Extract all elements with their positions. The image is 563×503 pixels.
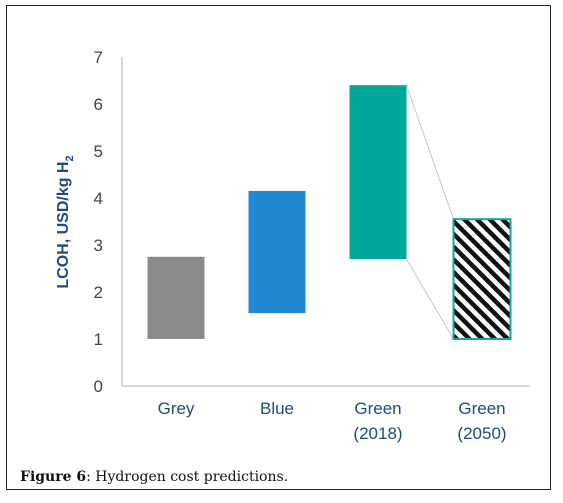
y-axis-label: LCOH, USD/kg H2 — [55, 155, 76, 288]
y-tick-label: 5 — [94, 142, 103, 161]
bars — [147, 85, 512, 340]
figure-caption: Figure 6: Hydrogen cost predictions. — [20, 469, 288, 485]
y-tick-labels: 0 1 2 3 4 5 6 7 — [94, 48, 103, 396]
category-labels: Grey Blue Green (2018) Green (2050) — [158, 399, 507, 443]
connector-line-top — [406, 85, 454, 220]
bar-range — [452, 218, 512, 340]
category-label: Grey — [158, 399, 195, 418]
y-tick-label: 2 — [94, 283, 103, 302]
figure-caption-label: Figure 6 — [20, 469, 87, 485]
y-tick-label: 4 — [94, 189, 103, 208]
bar-range — [147, 256, 205, 339]
y-tick-label: 6 — [94, 95, 103, 114]
category-label: Green (2050) — [457, 399, 506, 443]
connector-lines — [406, 85, 454, 340]
bar-range — [248, 190, 306, 314]
category-label: Green (2018) — [353, 399, 402, 443]
y-tick-label: 7 — [94, 48, 103, 67]
figure-caption-text: : Hydrogen cost predictions. — [86, 469, 289, 485]
y-tick-label: 0 — [94, 377, 103, 396]
category-label: Blue — [260, 399, 294, 418]
connector-line-bottom — [406, 258, 454, 340]
bar-range — [349, 85, 407, 260]
y-tick-label: 3 — [94, 236, 103, 255]
axes — [121, 57, 530, 387]
y-tick-label: 1 — [94, 330, 103, 349]
